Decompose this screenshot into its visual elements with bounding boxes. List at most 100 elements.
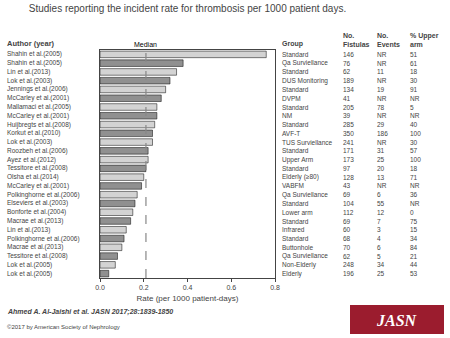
svg-text:146: 146 [343, 51, 354, 58]
svg-text:Lok et al.(2005): Lok et al.(2005) [7, 261, 52, 269]
svg-text:6: 6 [377, 191, 381, 198]
svg-text:55: 55 [377, 200, 385, 207]
svg-text:Bonforte et al.(2004): Bonforte et al.(2004) [7, 208, 66, 216]
svg-text:Roozbeh et al.(2006): Roozbeh et al.(2006) [7, 147, 68, 155]
svg-text:Elderly (≥80): Elderly (≥80) [282, 173, 319, 181]
svg-text:31: 31 [377, 147, 385, 154]
svg-text:Lin et al.(2013): Lin et al.(2013) [7, 226, 50, 234]
svg-text:Jennings et al.(2006): Jennings et al.(2006) [7, 85, 68, 93]
svg-text:Huijbregts et al.(2008): Huijbregts et al.(2008) [7, 121, 71, 129]
svg-text:Standard: Standard [282, 68, 309, 75]
svg-text:NR: NR [377, 51, 387, 58]
svg-text:12: 12 [377, 209, 385, 216]
svg-text:Olsha et al.(2014): Olsha et al.(2014) [7, 173, 59, 181]
svg-text:51: 51 [410, 51, 418, 58]
svg-text:0.2: 0.2 [139, 284, 149, 291]
svg-text:15: 15 [410, 226, 418, 233]
svg-text:4: 4 [377, 235, 381, 242]
svg-text:75: 75 [410, 218, 418, 225]
svg-text:0.0: 0.0 [95, 284, 105, 291]
svg-text:Author (year): Author (year) [7, 39, 55, 48]
svg-text:57: 57 [410, 147, 418, 154]
svg-text:Standard: Standard [282, 165, 309, 172]
svg-text:128: 128 [343, 174, 354, 181]
svg-text:JASN: JASN [376, 312, 418, 329]
svg-text:76: 76 [343, 60, 351, 67]
svg-text:VABFM: VABFM [282, 182, 304, 189]
svg-text:Polkinghorne et al.(2006): Polkinghorne et al.(2006) [7, 191, 80, 199]
svg-text:36: 36 [410, 191, 418, 198]
svg-text:25: 25 [377, 270, 385, 277]
svg-text:20: 20 [377, 165, 385, 172]
svg-text:Qa Surviellance: Qa Surviellance [282, 59, 328, 67]
svg-text:Standard: Standard [282, 218, 309, 225]
svg-text:Infrared: Infrared [282, 226, 305, 233]
svg-text:19: 19 [377, 86, 385, 93]
svg-text:NR: NR [377, 60, 387, 67]
svg-text:104: 104 [343, 200, 354, 207]
svg-text:39: 39 [343, 112, 351, 119]
svg-text:Studies reporting the incident: Studies reporting the incident rate for … [29, 3, 346, 14]
svg-text:44: 44 [410, 261, 418, 268]
svg-text:Standard: Standard [282, 200, 309, 207]
svg-text:Group: Group [282, 40, 303, 48]
svg-text:Shahin et al.(2005): Shahin et al.(2005) [7, 50, 62, 58]
svg-text:No.Events: No.Events [377, 32, 400, 48]
svg-text:70: 70 [343, 244, 351, 251]
svg-text:68: 68 [343, 235, 351, 242]
svg-text:13: 13 [377, 174, 385, 181]
svg-text:Elderly: Elderly [282, 270, 303, 278]
svg-text:NR: NR [377, 182, 387, 189]
svg-text:Rate (per 1000 patient-days): Rate (per 1000 patient-days) [137, 294, 239, 303]
svg-text:60: 60 [343, 226, 351, 233]
svg-text:Lok et al.(2003): Lok et al.(2003) [7, 77, 52, 85]
svg-text:43: 43 [343, 182, 351, 189]
svg-text:% Upperarm: % Upperarm [410, 32, 439, 48]
svg-text:Mallamaci et al.(2005): Mallamaci et al.(2005) [7, 103, 71, 111]
svg-text:18: 18 [410, 68, 418, 75]
svg-text:Macrae et al.(2013): Macrae et al.(2013) [7, 217, 63, 225]
svg-text:Lok et al.(2005): Lok et al.(2005) [7, 270, 52, 278]
svg-text:7: 7 [377, 218, 381, 225]
svg-text:©2017 by American Society of N: ©2017 by American Society of Nephrology [7, 324, 120, 330]
svg-text:Median: Median [134, 41, 157, 48]
svg-text:Macrae et al.(2013): Macrae et al.(2013) [7, 243, 63, 251]
svg-text:McCarley et al.(2001): McCarley et al.(2001) [7, 112, 69, 120]
svg-text:Elseviers et al.(2003): Elseviers et al.(2003) [7, 199, 68, 207]
svg-text:100: 100 [410, 156, 421, 163]
svg-text:41: 41 [343, 95, 351, 102]
svg-text:NR: NR [377, 112, 387, 119]
svg-text:NR: NR [377, 139, 387, 146]
svg-text:Standard: Standard [282, 147, 309, 154]
svg-text:No.Fistulas: No.Fistulas [343, 32, 370, 48]
svg-text:Qa Surviellance: Qa Surviellance [282, 252, 328, 260]
svg-text:134: 134 [343, 86, 354, 93]
svg-text:Qa Surviellance: Qa Surviellance [282, 191, 328, 199]
svg-text:Polkinghorne et al.(2006): Polkinghorne et al.(2006) [7, 235, 80, 243]
svg-text:62: 62 [343, 253, 351, 260]
svg-text:DUS Monitoring: DUS Monitoring [282, 77, 328, 85]
svg-text:196: 196 [343, 270, 354, 277]
svg-text:40: 40 [410, 121, 418, 128]
svg-text:100: 100 [410, 130, 421, 137]
svg-text:Buttonhole: Buttonhole [282, 244, 313, 251]
svg-text:NM: NM [282, 112, 292, 119]
svg-text:0: 0 [410, 209, 414, 216]
svg-text:6: 6 [377, 244, 381, 251]
svg-text:248: 248 [343, 261, 354, 268]
svg-text:97: 97 [343, 165, 351, 172]
svg-text:30: 30 [410, 77, 418, 84]
svg-text:Non-Elderly: Non-Elderly [282, 261, 317, 269]
svg-text:Standard: Standard [282, 104, 309, 111]
svg-text:0.8: 0.8 [270, 284, 280, 291]
svg-text:25: 25 [377, 156, 385, 163]
svg-text:Standard: Standard [282, 235, 309, 242]
svg-text:21: 21 [410, 253, 418, 260]
svg-text:NR: NR [410, 200, 420, 207]
svg-text:NR: NR [410, 182, 420, 189]
svg-text:91: 91 [410, 86, 418, 93]
svg-text:61: 61 [410, 60, 418, 67]
svg-text:171: 171 [343, 147, 354, 154]
svg-text:NR: NR [410, 95, 420, 102]
svg-text:3: 3 [377, 226, 381, 233]
